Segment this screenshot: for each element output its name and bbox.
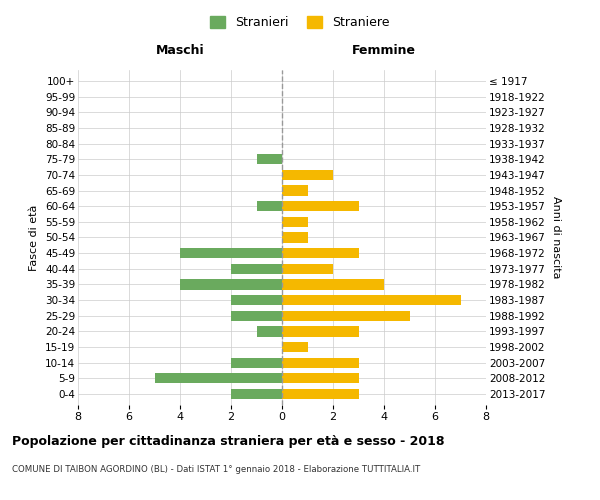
Bar: [282, 310, 410, 321]
Bar: [282, 342, 308, 352]
Bar: [231, 310, 282, 321]
Bar: [257, 154, 282, 164]
Bar: [231, 358, 282, 368]
Bar: [180, 248, 282, 258]
Bar: [282, 232, 308, 242]
Bar: [282, 201, 359, 211]
Text: COMUNE DI TAIBON AGORDINO (BL) - Dati ISTAT 1° gennaio 2018 - Elaborazione TUTTI: COMUNE DI TAIBON AGORDINO (BL) - Dati IS…: [12, 465, 420, 474]
Text: Femmine: Femmine: [352, 44, 416, 57]
Bar: [282, 217, 308, 227]
Bar: [282, 248, 359, 258]
Bar: [231, 295, 282, 305]
Text: Maschi: Maschi: [155, 44, 205, 57]
Text: Popolazione per cittadinanza straniera per età e sesso - 2018: Popolazione per cittadinanza straniera p…: [12, 435, 445, 448]
Bar: [282, 326, 359, 336]
Bar: [282, 358, 359, 368]
Y-axis label: Fasce di età: Fasce di età: [29, 204, 40, 270]
Bar: [282, 374, 359, 384]
Bar: [257, 201, 282, 211]
Bar: [282, 280, 384, 289]
Bar: [180, 280, 282, 289]
Bar: [155, 374, 282, 384]
Bar: [231, 264, 282, 274]
Bar: [282, 264, 333, 274]
Bar: [282, 186, 308, 196]
Bar: [282, 389, 359, 399]
Bar: [231, 389, 282, 399]
Y-axis label: Anni di nascita: Anni di nascita: [551, 196, 561, 279]
Legend: Stranieri, Straniere: Stranieri, Straniere: [210, 16, 390, 29]
Bar: [257, 326, 282, 336]
Bar: [282, 170, 333, 180]
Bar: [282, 295, 461, 305]
